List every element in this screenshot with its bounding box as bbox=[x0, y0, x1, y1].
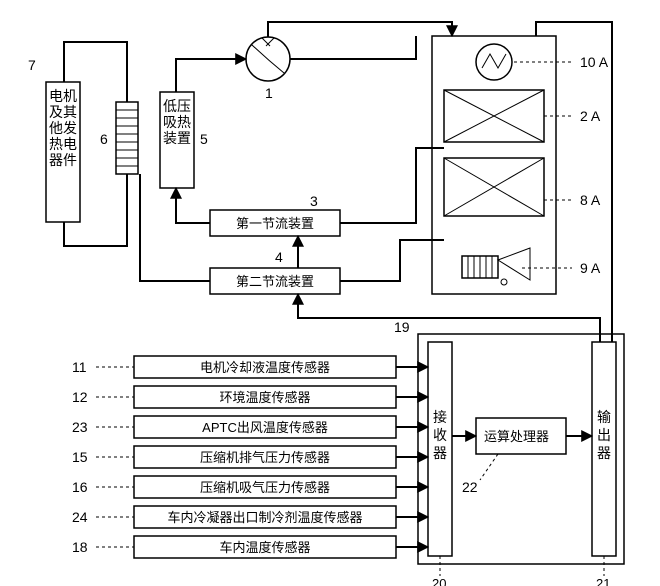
sensor-num: 12 bbox=[72, 389, 88, 405]
compressor bbox=[246, 37, 290, 81]
svg-text:第二节流装置: 第二节流装置 bbox=[236, 274, 314, 289]
num-8a: 8 A bbox=[580, 192, 601, 208]
cross-box-8a bbox=[444, 158, 544, 216]
sensor-label: 车内冷凝器出口制冷剂温度传感器 bbox=[167, 510, 362, 525]
motor-heating-box bbox=[46, 82, 80, 222]
sensor-label: 车内温度传感器 bbox=[219, 540, 310, 555]
num-9a: 9 A bbox=[580, 260, 601, 276]
sensor-label: APTC出风温度传感器 bbox=[202, 420, 328, 435]
num-10a: 10 A bbox=[580, 54, 609, 70]
sensor-num: 11 bbox=[72, 359, 87, 375]
num-20: 20 bbox=[432, 576, 446, 586]
sensor-label: 压缩机排气压力传感器 bbox=[200, 450, 330, 465]
throttle-2: 第二节流装置 bbox=[210, 268, 340, 294]
pipe-comp-to-stack bbox=[268, 22, 452, 37]
num-6: 6 bbox=[100, 131, 108, 147]
processor: 运算处理器 bbox=[476, 418, 566, 454]
num-3: 3 bbox=[310, 193, 318, 209]
cross-box-2a bbox=[444, 90, 544, 142]
sensor-num: 18 bbox=[72, 539, 88, 555]
sensor-num: 23 bbox=[72, 419, 88, 435]
output bbox=[592, 342, 616, 556]
pipe-comp-right bbox=[290, 36, 416, 59]
num-2a: 2 A bbox=[580, 108, 601, 124]
num-19: 19 bbox=[394, 319, 410, 335]
sensor-label: 压缩机吸气压力传感器 bbox=[200, 480, 330, 495]
compressor-label: 1 bbox=[265, 85, 273, 101]
low-pressure-box bbox=[160, 92, 194, 188]
svg-text:运算处理器: 运算处理器 bbox=[484, 429, 549, 444]
wire-out-to-t2 bbox=[298, 294, 600, 342]
svg-text:第一节流装置: 第一节流装置 bbox=[236, 216, 314, 231]
pipe-t2-to-stack bbox=[340, 240, 444, 281]
pipe-t1-to-5 bbox=[176, 188, 210, 223]
receiver bbox=[428, 342, 452, 556]
pipe-t1-to-stack bbox=[340, 148, 444, 223]
sensor-list: 电机冷却液温度传感器 11 环境温度传感器 12 APTC出风温度传感器 23 压缩机排气压… bbox=[72, 356, 428, 558]
sensor-label: 电机冷却液温度传感器 bbox=[200, 360, 330, 375]
hx-6 bbox=[116, 102, 138, 174]
num-7: 7 bbox=[28, 57, 36, 73]
num-4: 4 bbox=[275, 249, 283, 265]
small-hx-9a bbox=[462, 248, 530, 285]
num-22: 22 bbox=[462, 479, 478, 495]
sensor-label: 环境温度传感器 bbox=[219, 390, 310, 405]
sensor-num: 15 bbox=[72, 449, 88, 465]
num-5: 5 bbox=[200, 131, 208, 147]
fan-heater-10a bbox=[476, 44, 512, 80]
sensor-num: 16 bbox=[72, 479, 88, 495]
sensor-num: 24 bbox=[72, 509, 88, 525]
throttle-1: 第一节流装置 bbox=[210, 210, 340, 236]
num-21: 21 bbox=[596, 576, 610, 586]
pipe-5-to-comp bbox=[176, 59, 246, 92]
